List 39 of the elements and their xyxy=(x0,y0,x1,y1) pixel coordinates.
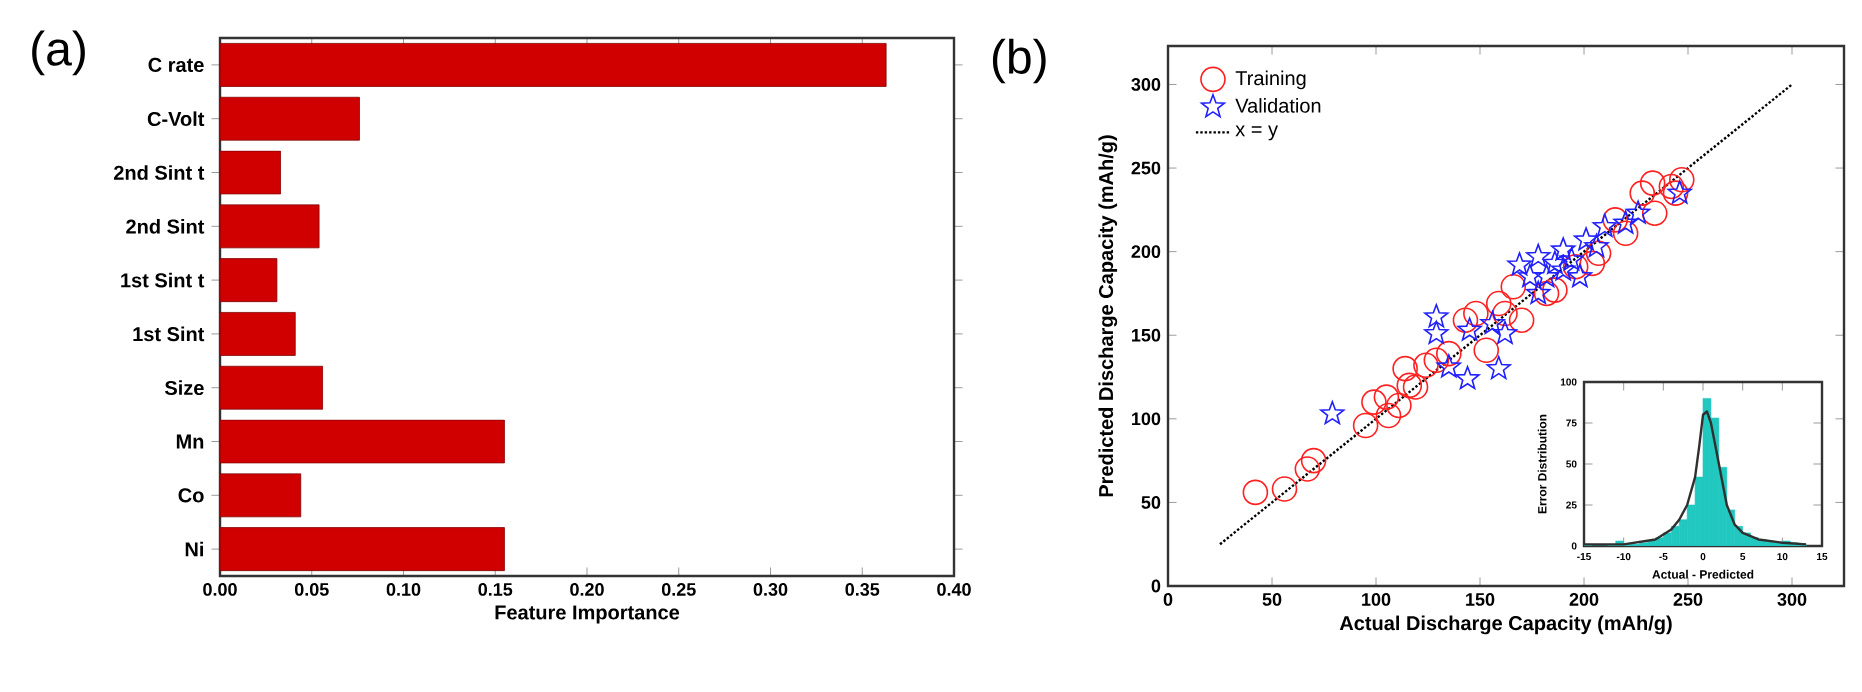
x-tick-label: 0.20 xyxy=(570,583,604,596)
x-tick-label: 0.25 xyxy=(661,583,696,596)
y-axis-title: Predicted Discharge Capacity (mAh/g) xyxy=(1098,135,1118,497)
x-tick-label: 250 xyxy=(1673,593,1703,606)
x-tick-label: 0.15 xyxy=(478,583,513,596)
y-tick-label: 250 xyxy=(1131,161,1161,175)
x-tick-label: 100 xyxy=(1362,593,1391,606)
x-tick-label: 0 xyxy=(1163,593,1173,606)
y-tick-label: 150 xyxy=(1132,328,1161,342)
chart-title: (b) xyxy=(992,38,1046,84)
y-tick-label: Co xyxy=(178,488,204,503)
x-tick-label: 150 xyxy=(1466,593,1495,606)
chart-title: (a) xyxy=(32,30,85,76)
x-tick-label: 0.35 xyxy=(845,583,880,596)
y-tick-label: 2nd Sint xyxy=(126,218,205,234)
x-tick-label: 0.40 xyxy=(937,583,971,596)
y-tick-label: C-Volt xyxy=(147,111,205,127)
y-tick-label: 300 xyxy=(1131,78,1161,91)
x-tick-label: 300 xyxy=(1777,593,1807,606)
x-tick-label: 0.30 xyxy=(753,583,788,596)
y-tick-label: Ni xyxy=(185,541,203,557)
x-tick-label: 0.00 xyxy=(203,583,237,596)
legend-label: Training xyxy=(1235,70,1306,90)
y-tick-label: 1st Sint xyxy=(133,326,205,342)
y-tick-label: Size xyxy=(164,380,204,396)
y-tick-label: 50 xyxy=(1141,496,1161,509)
y-tick-label: 100 xyxy=(1132,412,1161,426)
y-tick-label: Mn xyxy=(176,434,204,449)
x-axis-title: Actual Discharge Capacity (mAh/g) xyxy=(1339,615,1672,635)
y-tick-label: 1st Sint t xyxy=(121,272,205,288)
x-tick-label: 0.05 xyxy=(294,583,329,596)
legend-label: x = y xyxy=(1235,125,1278,141)
x-tick-label: 0.10 xyxy=(386,583,421,596)
y-tick-label: 2nd Sint t xyxy=(113,165,205,180)
y-tick-label: 200 xyxy=(1131,245,1161,259)
x-tick-label: 50 xyxy=(1262,593,1282,606)
y-tick-label: C rate xyxy=(148,57,204,72)
legend-label: Validation xyxy=(1235,98,1321,113)
x-axis-title: Feature Importance xyxy=(495,605,680,624)
